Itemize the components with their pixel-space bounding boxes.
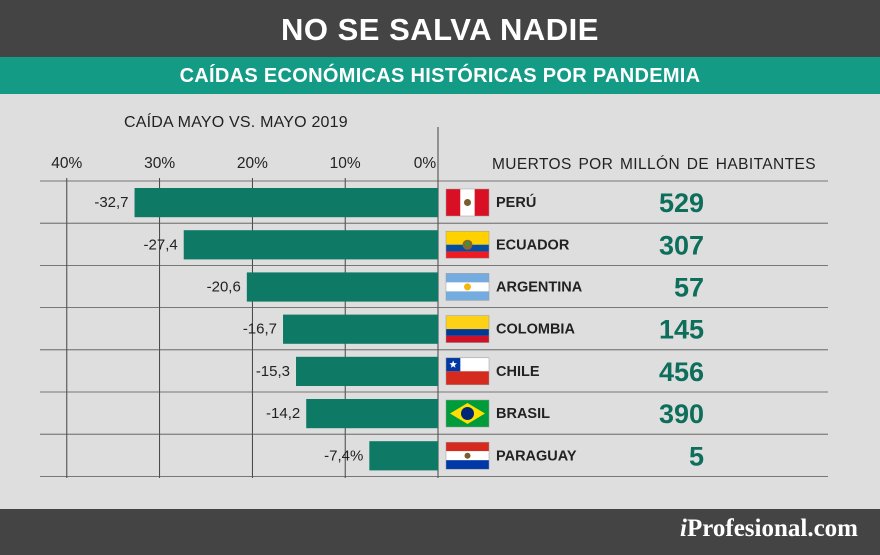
deaths-value: 529 xyxy=(659,188,704,218)
bar-value-label: -14,2 xyxy=(266,405,300,422)
deaths-value: 57 xyxy=(674,273,704,303)
brand-logo: iProfesional.com xyxy=(680,515,858,542)
bar-value-label: -20,6 xyxy=(207,279,241,296)
chile-flag xyxy=(445,357,490,386)
brasil-flag xyxy=(445,399,490,428)
bar-value-label: -32,7 xyxy=(94,194,128,211)
argentina-flag xyxy=(445,273,490,301)
tick-label: 40% xyxy=(51,155,82,172)
deaths-value: 456 xyxy=(659,357,704,387)
paraguay-flag xyxy=(445,441,490,470)
tick-label: 0% xyxy=(414,155,437,172)
deaths-value: 307 xyxy=(659,230,704,260)
tick-label: 30% xyxy=(144,155,175,172)
country-label: BRASIL xyxy=(496,406,550,422)
country-label: PARAGUAY xyxy=(496,448,577,464)
tick-label: 10% xyxy=(330,155,361,172)
deaths-value: 390 xyxy=(659,399,704,429)
page-subtitle: CAÍDAS ECONÓMICAS HISTÓRICAS POR PANDEMI… xyxy=(0,57,880,94)
bar-ecuador xyxy=(183,230,438,260)
bar-value-label: -7,4% xyxy=(324,447,363,464)
chart-title: CAÍDA MAYO VS. MAYO 2019 xyxy=(124,114,348,131)
country-label: PERÚ xyxy=(496,193,536,211)
bar-argentina xyxy=(246,272,438,302)
page-title: NO SE SALVA NADIE xyxy=(0,0,880,57)
deaths-value: 5 xyxy=(689,441,704,471)
bar-value-label: -15,3 xyxy=(256,363,290,380)
footer-bar: iProfesional.com xyxy=(0,509,880,555)
country-label: ARGENTINA xyxy=(496,280,583,296)
country-label: ECUADOR xyxy=(496,237,570,253)
bar-brasil xyxy=(306,399,438,429)
country-label: CHILE xyxy=(496,364,540,380)
bar-value-label: -16,7 xyxy=(243,321,277,338)
bar-value-label: -27,4 xyxy=(144,236,178,253)
bar-colombia xyxy=(283,314,438,344)
bar-perú xyxy=(134,188,438,218)
country-label: COLOMBIA xyxy=(496,322,575,338)
deaths-value: 145 xyxy=(659,315,704,345)
deaths-column-header: MUERTOS POR MILLÓN DE HABITANTES xyxy=(492,156,816,173)
colombia-flag xyxy=(445,315,490,343)
peru-flag xyxy=(445,188,490,217)
tick-label: 20% xyxy=(237,155,268,172)
bar-chile xyxy=(296,356,438,386)
bar-paraguay xyxy=(369,441,438,471)
ecuador-flag xyxy=(445,230,490,259)
